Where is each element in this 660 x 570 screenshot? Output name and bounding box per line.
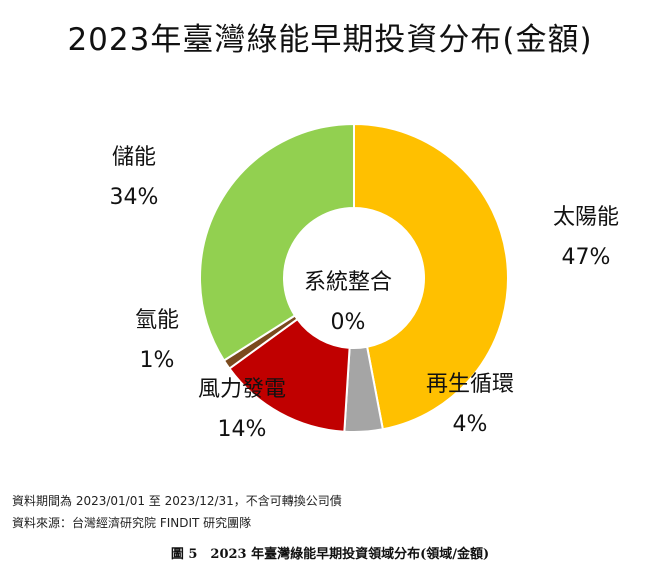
label-recycling: 再生循環 4% — [400, 374, 540, 436]
label-wind-name: 風力發電 — [197, 377, 286, 402]
label-solar-name: 太陽能 — [552, 205, 619, 230]
label-hydrogen-name: 氫能 — [134, 308, 179, 333]
label-solar: 太陽能 47% — [526, 207, 646, 269]
label-recycling-name: 再生循環 — [425, 372, 514, 397]
label-storage: 儲能 34% — [84, 147, 184, 209]
label-wind-value: 14% — [217, 417, 267, 442]
label-hydrogen: 氫能 1% — [107, 310, 207, 372]
slice-storage — [199, 122, 355, 362]
data-source-note: 資料來源：台灣經濟研究院 FINDIT 研究團隊 — [12, 516, 252, 530]
label-system-integration-value: 0% — [330, 310, 366, 335]
label-storage-value: 34% — [109, 185, 159, 210]
label-hydrogen-value: 1% — [139, 348, 175, 373]
slice-solar — [353, 122, 509, 431]
label-system-integration-name: 系統整合 — [303, 270, 392, 295]
label-wind: 風力發電 14% — [172, 379, 312, 441]
label-recycling-value: 4% — [452, 412, 488, 437]
data-period-note: 資料期間為 2023/01/01 至 2023/12/31，不含可轉換公司債 — [12, 494, 342, 508]
label-system-integration: 系統整合 0% — [278, 272, 418, 334]
label-solar-value: 47% — [561, 245, 611, 270]
chart-title: 2023年臺灣綠能早期投資分布(金額) — [67, 22, 593, 58]
figure-caption: 圖 5 2023 年臺灣綠能早期投資領域分布(領域/金額) — [170, 547, 490, 562]
label-storage-name: 儲能 — [111, 145, 156, 170]
